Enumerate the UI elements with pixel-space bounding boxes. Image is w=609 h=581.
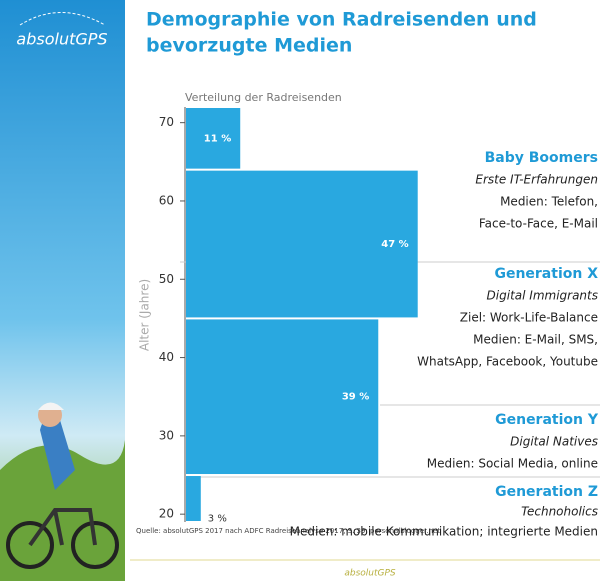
bar [186, 476, 201, 521]
footer: absolutGPS [344, 569, 396, 579]
annotation-line: Medien: Social Media, online [427, 457, 598, 471]
y-tick-label: 60 [159, 193, 174, 207]
annotation-line: Technoholics [521, 505, 598, 519]
value-label: 47 % [381, 239, 408, 250]
title-line-2: bevorzugte Medien [146, 35, 352, 57]
annotation-name: Generation X [494, 266, 598, 282]
annotation-name: Generation Z [495, 484, 598, 500]
annotation-line: Medien: mobile Kommunikation; integriert… [290, 525, 598, 539]
source: Quelle: absolutGPS 2017 nach ADFC Radrei… [136, 527, 440, 535]
bar [186, 170, 418, 318]
annotation-line: Digital Natives [510, 435, 598, 449]
subtitle: Verteilung der Radreisenden [185, 91, 342, 104]
cyclist [6, 402, 119, 569]
annotation-line: Medien: E-Mail, SMS, [473, 333, 598, 347]
annotation-line: Digital Immigrants [487, 289, 598, 303]
y-tick-label: 70 [159, 115, 174, 129]
annotation-line: WhatsApp, Facebook, Youtube [417, 355, 598, 369]
y-tick-label: 30 [159, 428, 174, 442]
annotation-line: Face-to-Face, E-Mail [479, 217, 598, 231]
annotation-line: Erste IT-Erfahrungen [475, 173, 598, 187]
y-tick-label: 20 [159, 507, 174, 521]
y-axis-label: Alter (Jahre) [138, 279, 152, 351]
value-label: 39 % [342, 392, 369, 403]
annotation-name: Generation Y [495, 412, 599, 428]
title-line-1: Demographie von Radreisenden und [146, 9, 537, 31]
bar [186, 319, 379, 475]
annotation-line: Ziel: Work-Life-Balance [460, 311, 598, 325]
y-tick-label: 40 [159, 350, 174, 364]
bar [186, 108, 241, 169]
annotation-name: Baby Boomers [485, 150, 598, 166]
annotation-line: Medien: Telefon, [500, 195, 598, 209]
logo: absolutGPS [16, 30, 107, 49]
value-label: 3 % [208, 514, 227, 525]
y-tick-label: 50 [159, 272, 174, 286]
value-label: 11 % [204, 133, 231, 144]
